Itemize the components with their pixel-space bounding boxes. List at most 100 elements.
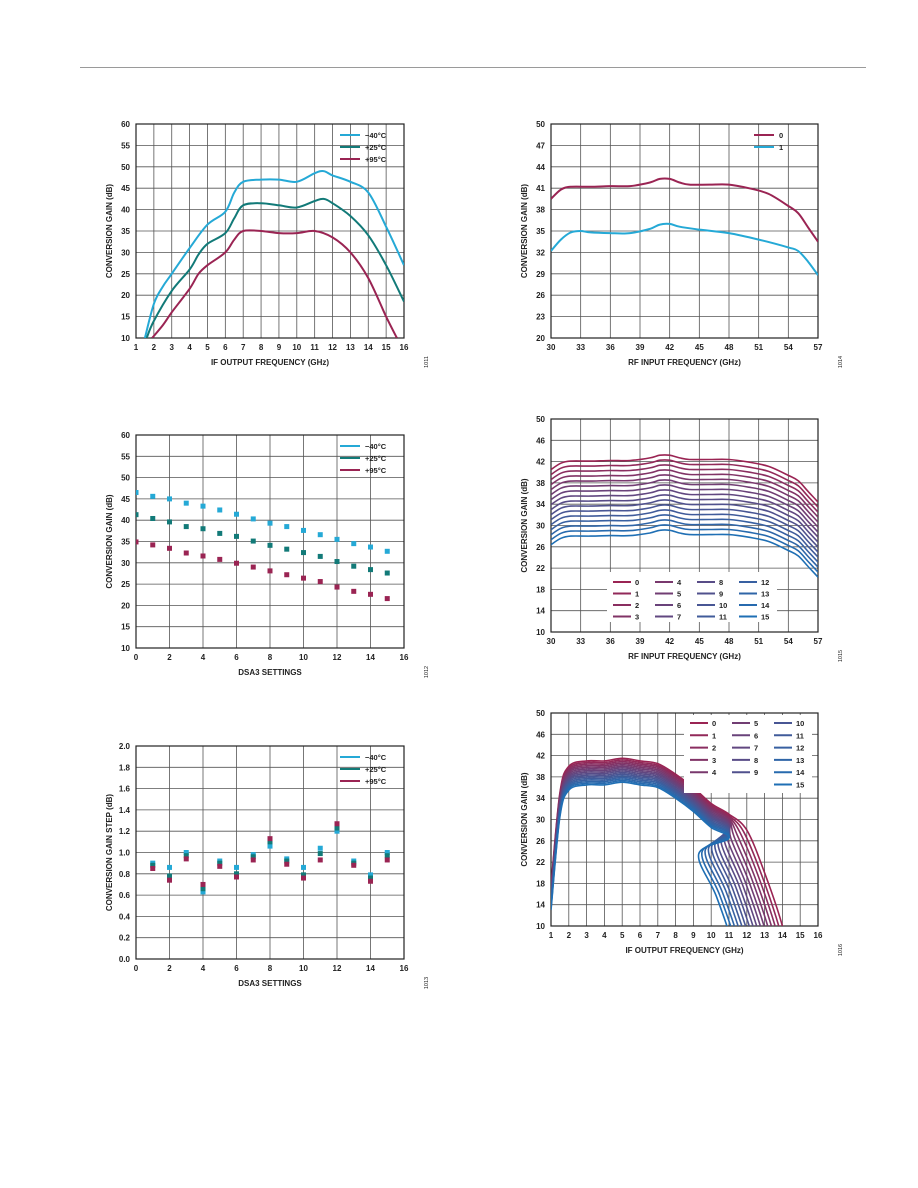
data-point bbox=[267, 839, 273, 845]
series-line-14 bbox=[551, 779, 732, 926]
series-line-15 bbox=[551, 781, 730, 926]
x-tick-label: 3 bbox=[170, 343, 175, 352]
series-line-10 bbox=[551, 504, 818, 553]
x-tick-label: 16 bbox=[400, 653, 409, 662]
series-line-13 bbox=[551, 519, 818, 568]
series-line-4 bbox=[551, 763, 769, 926]
series-line-2 bbox=[551, 760, 776, 926]
data-point bbox=[384, 596, 390, 602]
x-tick-label: 2 bbox=[167, 653, 172, 662]
data-point bbox=[150, 542, 156, 548]
legend-label: 6 bbox=[754, 731, 758, 740]
data-point bbox=[234, 874, 239, 880]
data-point bbox=[384, 570, 390, 576]
header-rule bbox=[80, 67, 866, 68]
data-point bbox=[368, 544, 373, 550]
data-point bbox=[301, 575, 306, 581]
series-line-3 bbox=[551, 762, 773, 926]
plot-area bbox=[551, 454, 818, 578]
y-tick-label: 35 bbox=[536, 227, 545, 236]
data-point bbox=[183, 550, 189, 556]
y-axis-label: CONVERSION GAIN (dB) bbox=[520, 184, 529, 279]
legend-label: 2 bbox=[635, 601, 639, 610]
data-point bbox=[368, 878, 373, 884]
y-tick-label: 34 bbox=[536, 794, 545, 803]
data-point bbox=[167, 545, 172, 551]
series-line-5 bbox=[551, 479, 818, 528]
x-tick-label: 3 bbox=[584, 931, 589, 940]
y-tick-label: 0.4 bbox=[119, 912, 131, 921]
x-tick-label: 45 bbox=[695, 637, 704, 646]
data-point bbox=[167, 496, 172, 502]
x-tick-label: 1 bbox=[549, 931, 554, 940]
figure-id: 1011 bbox=[424, 356, 430, 368]
data-point bbox=[250, 538, 256, 544]
y-tick-label: 10 bbox=[121, 644, 130, 653]
legend-box bbox=[684, 715, 812, 793]
x-tick-label: 12 bbox=[333, 653, 342, 662]
x-tick-label: 6 bbox=[638, 931, 643, 940]
series-line-9 bbox=[551, 499, 818, 548]
x-tick-label: 12 bbox=[328, 343, 337, 352]
x-tick-label: 14 bbox=[778, 931, 787, 940]
legend-label: 5 bbox=[754, 719, 758, 728]
x-tick-label: 2 bbox=[152, 343, 157, 352]
data-point bbox=[150, 865, 156, 871]
data-point bbox=[384, 857, 390, 863]
legend-label: 3 bbox=[712, 756, 716, 765]
y-tick-label: 30 bbox=[536, 816, 545, 825]
data-point bbox=[136, 490, 139, 496]
legend-label: 1 bbox=[635, 590, 639, 599]
data-point bbox=[200, 889, 206, 895]
figure-id: 1014 bbox=[838, 356, 844, 368]
x-axis-label: RF INPUT FREQUENCY (GHz) bbox=[628, 652, 741, 661]
x-axis-label: DSA3 SETTINGS bbox=[238, 668, 302, 677]
x-tick-label: 2 bbox=[167, 964, 172, 973]
plot-area bbox=[551, 177, 818, 276]
series-line-6 bbox=[551, 766, 762, 926]
plot-frame bbox=[550, 123, 819, 339]
data-point bbox=[368, 872, 373, 878]
legend-label: 14 bbox=[761, 601, 770, 610]
data-point bbox=[150, 862, 156, 868]
x-tick-label: 11 bbox=[310, 343, 319, 352]
data-point bbox=[334, 825, 340, 831]
x-tick-label: 4 bbox=[187, 343, 192, 352]
y-tick-label: 50 bbox=[536, 415, 545, 424]
data-point bbox=[217, 556, 223, 562]
x-tick-label: 48 bbox=[725, 637, 734, 646]
plot-frame bbox=[135, 123, 405, 339]
legend-label: +25°C bbox=[365, 454, 387, 463]
data-point bbox=[136, 539, 139, 545]
legend-box bbox=[607, 572, 777, 622]
y-tick-label: 30 bbox=[536, 522, 545, 531]
x-tick-label: 57 bbox=[814, 343, 823, 352]
plot-area bbox=[143, 170, 404, 338]
data-point bbox=[217, 507, 223, 513]
data-point bbox=[334, 828, 340, 834]
x-tick-label: 45 bbox=[695, 343, 704, 352]
x-tick-label: 14 bbox=[366, 653, 375, 662]
series-line-6 bbox=[551, 484, 818, 533]
legend-label: 13 bbox=[796, 756, 804, 765]
x-tick-label: 0 bbox=[134, 964, 139, 973]
data-point bbox=[267, 520, 273, 526]
x-tick-label: 51 bbox=[754, 343, 763, 352]
x-tick-label: 10 bbox=[299, 964, 308, 973]
y-tick-label: 45 bbox=[121, 495, 130, 504]
series-line-12 bbox=[551, 514, 818, 563]
series-line bbox=[151, 229, 398, 338]
series-line-7 bbox=[551, 768, 758, 926]
y-tick-label: 29 bbox=[536, 270, 545, 279]
data-point bbox=[250, 564, 256, 570]
x-tick-label: 39 bbox=[636, 343, 645, 352]
data-point bbox=[317, 553, 323, 559]
y-tick-label: 0.6 bbox=[119, 891, 131, 900]
y-tick-label: 42 bbox=[536, 458, 545, 467]
y-tick-label: 10 bbox=[536, 922, 545, 931]
legend-label: 14 bbox=[796, 768, 805, 777]
series-line-1 bbox=[551, 459, 818, 508]
y-tick-label: 60 bbox=[121, 120, 130, 129]
x-tick-label: 51 bbox=[754, 637, 763, 646]
